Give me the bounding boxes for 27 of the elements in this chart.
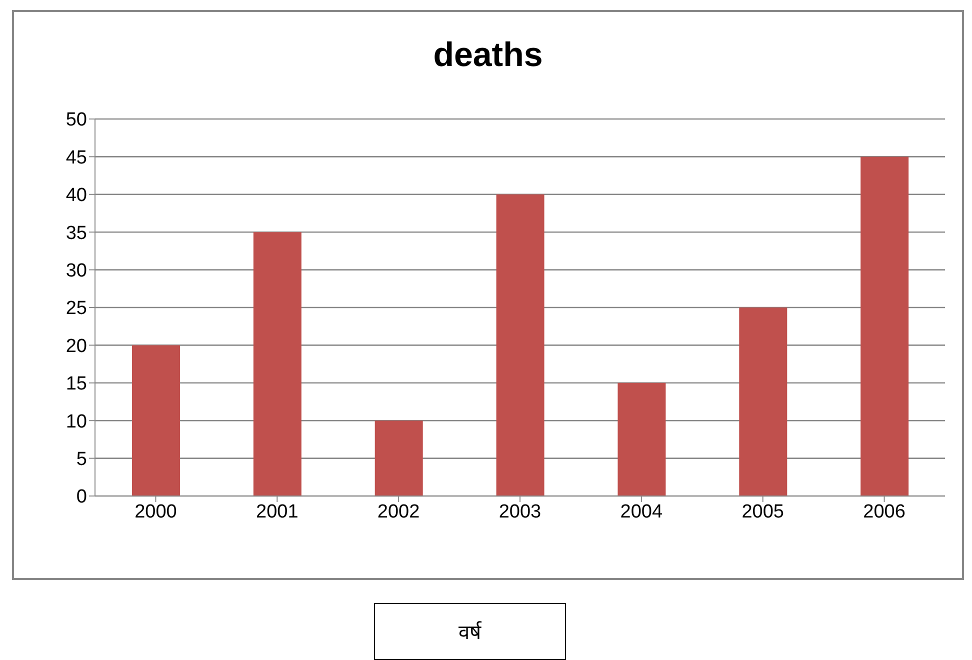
- x-axis-title: वर्ष: [374, 603, 566, 660]
- y-tick-label: 0: [76, 486, 87, 508]
- bar: [253, 232, 302, 496]
- y-tick-label: 45: [66, 147, 87, 168]
- y-tick-label: 5: [76, 449, 87, 470]
- y-tick-label: 10: [66, 411, 87, 432]
- x-tick-label: 2002: [377, 501, 420, 522]
- y-tick-label: 35: [66, 222, 87, 244]
- y-tick-label: 30: [66, 260, 87, 282]
- bar: [132, 345, 180, 496]
- bar: [618, 382, 666, 496]
- bar: [496, 194, 544, 496]
- bar: [739, 308, 788, 496]
- chart-title: deaths: [432, 36, 544, 75]
- x-tick-label: 2001: [256, 501, 298, 522]
- bar: [860, 156, 909, 496]
- x-tick-label: 2006: [863, 501, 906, 522]
- y-tick-label: 20: [66, 336, 87, 357]
- x-tick-label: 2003: [498, 501, 542, 522]
- y-tick-label: 15: [66, 374, 87, 395]
- y-tick-label: 40: [66, 185, 87, 206]
- x-tick-label: 2004: [620, 501, 663, 522]
- y-tick-label: 25: [66, 298, 87, 320]
- x-tick-label: 2005: [742, 501, 784, 522]
- x-tick-label: 2000: [134, 501, 177, 522]
- y-tick-label: 50: [66, 110, 87, 131]
- bar: [374, 420, 423, 496]
